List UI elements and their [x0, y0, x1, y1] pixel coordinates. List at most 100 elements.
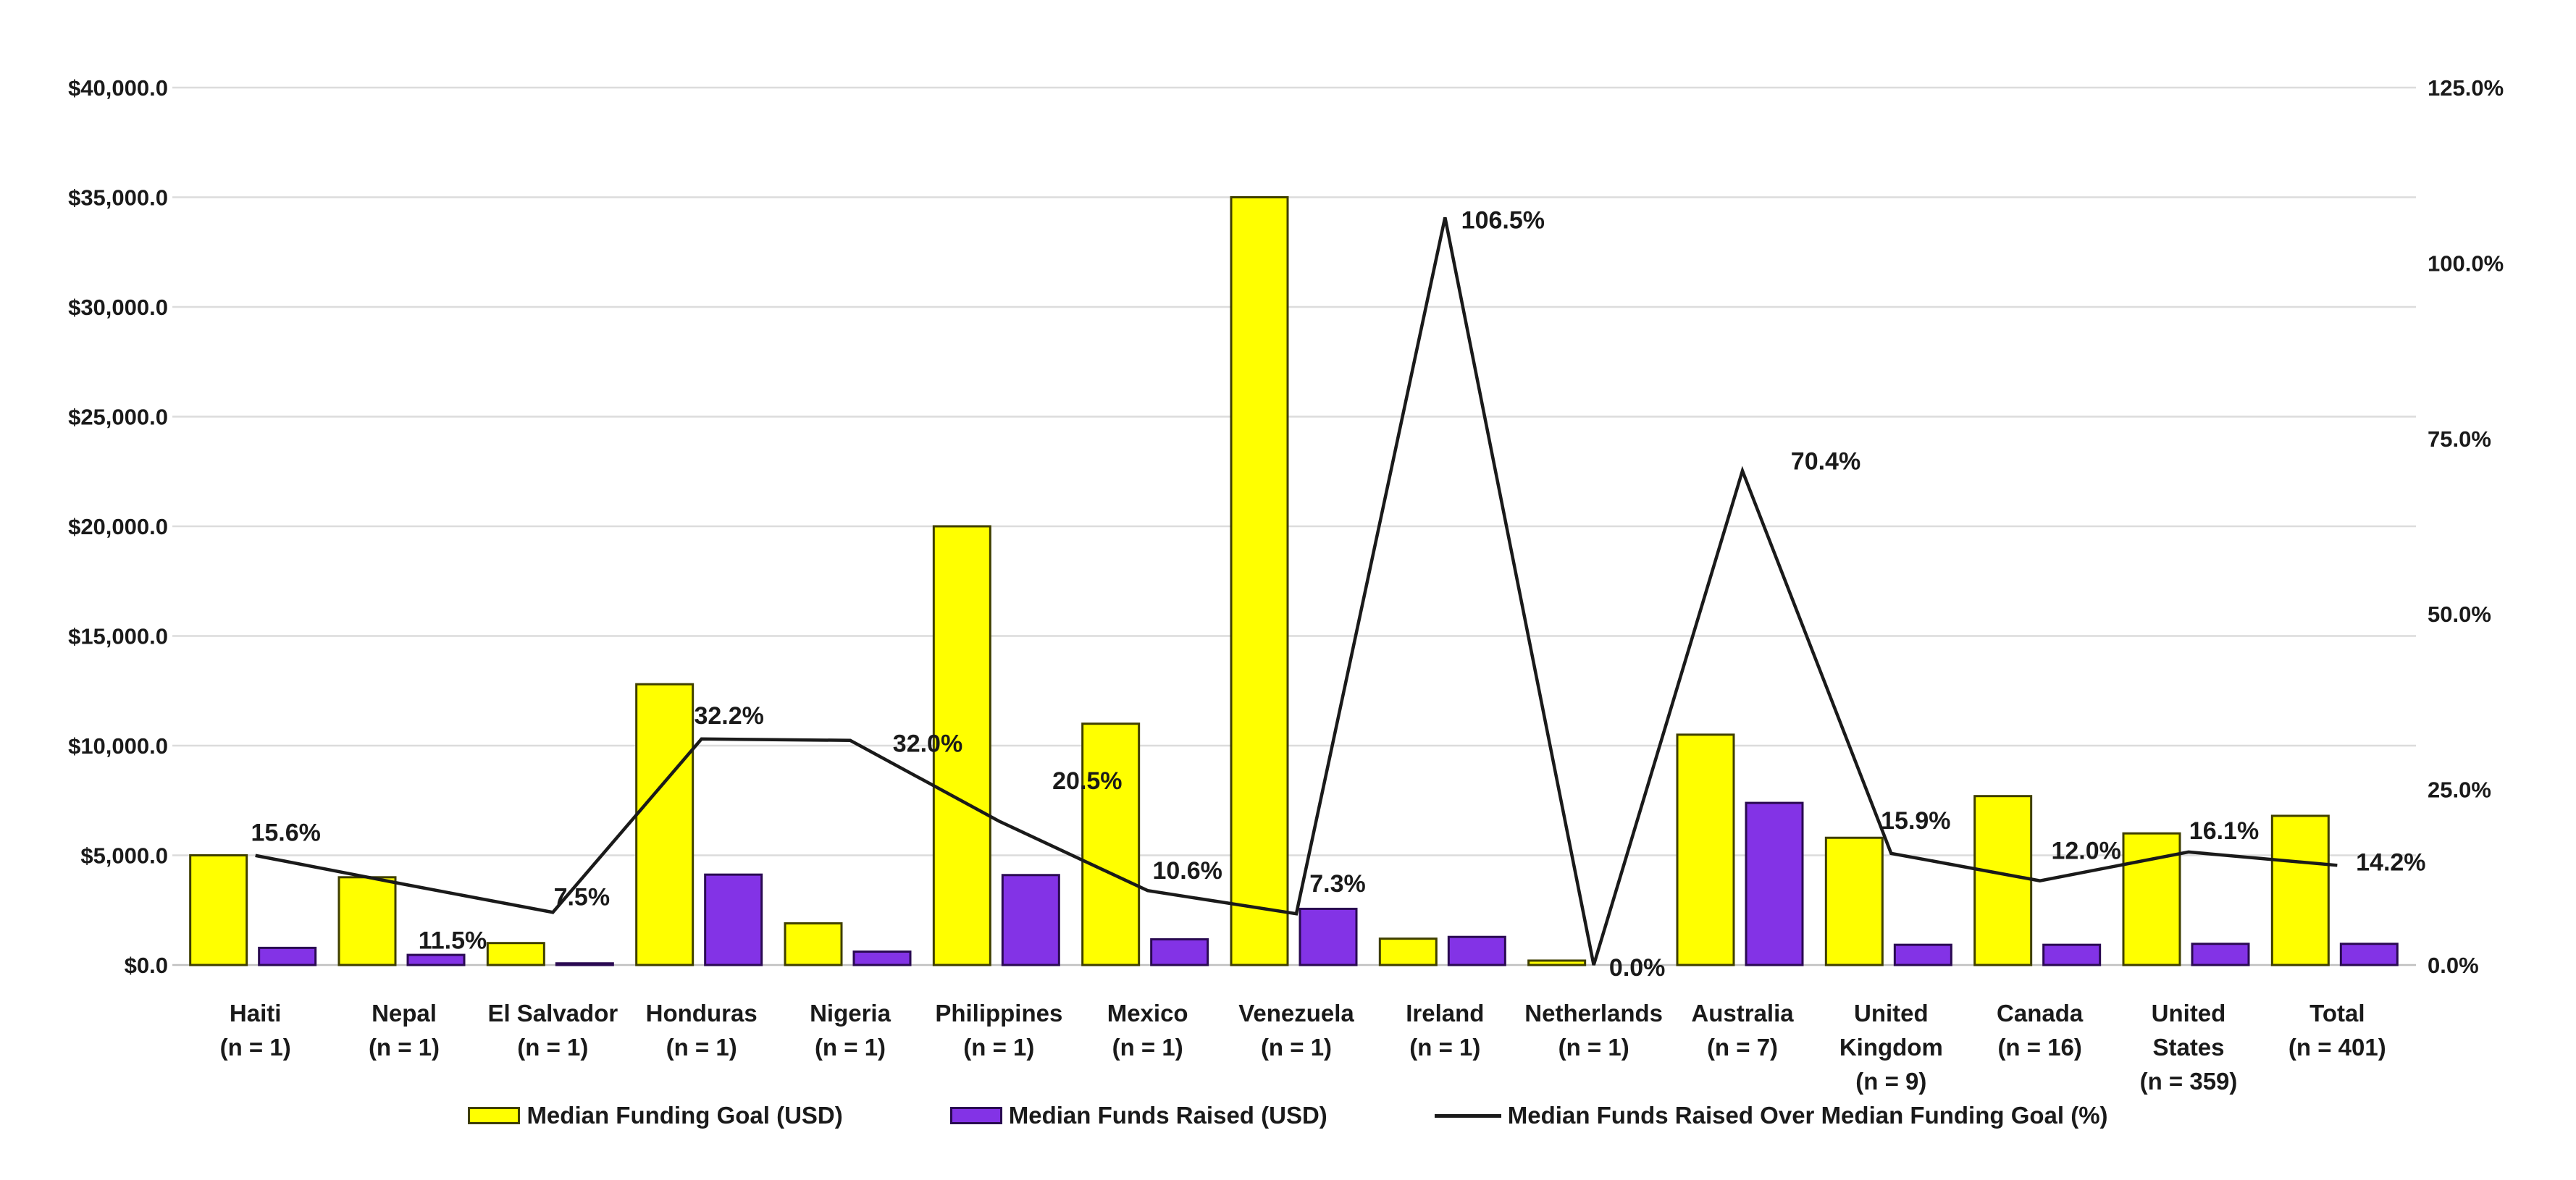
funding-goal-swatch-icon: [468, 1107, 521, 1124]
bar-funds-raised-mexico[interactable]: [1150, 938, 1209, 966]
pct-data-label: 12.0%: [2051, 838, 2120, 865]
category-label: Nepal: [372, 1000, 437, 1027]
category-label: United: [1854, 1000, 1929, 1027]
bar-funding-goal-australia[interactable]: [1676, 733, 1735, 966]
bar-funds-raised-el-salvador[interactable]: [555, 962, 614, 966]
category-label: Canada: [1997, 1000, 2084, 1027]
category-label: (n = 1): [815, 1034, 886, 1061]
legend-item-funding-goal[interactable]: Median Funding Goal (USD): [468, 1102, 843, 1129]
pct-data-label: 10.6%: [1152, 857, 1222, 885]
bar-funds-raised-canada[interactable]: [2042, 943, 2102, 966]
category-label: Haiti: [230, 1000, 282, 1027]
right-axis-tick: 0.0%: [2428, 953, 2479, 978]
category-label: (n = 1): [666, 1034, 737, 1061]
pct-data-label: 16.1%: [2189, 817, 2259, 845]
bar-funds-raised-united-states[interactable]: [2191, 943, 2250, 966]
bar-funding-goal-philippines[interactable]: [932, 525, 991, 966]
category-label: States: [2152, 1034, 2224, 1061]
category-label: (n = 1): [1558, 1034, 1629, 1061]
bar-funds-raised-philippines[interactable]: [1001, 874, 1060, 966]
category-label: Mexico: [1107, 1000, 1188, 1027]
category-label: Honduras: [646, 1000, 758, 1027]
right-axis-tick: 25.0%: [2428, 777, 2491, 803]
pct-data-label: 106.5%: [1461, 206, 1545, 234]
bar-funding-goal-ireland[interactable]: [1378, 937, 1438, 966]
category-label: Nigeria: [810, 1000, 891, 1027]
category-label: (n = 9): [1855, 1068, 1926, 1095]
category-label: Ireland: [1406, 1000, 1484, 1027]
bar-funding-goal-venezuela[interactable]: [1230, 196, 1289, 966]
bar-funds-raised-ireland[interactable]: [1447, 935, 1506, 966]
left-axis-tick: $0.0: [125, 953, 168, 978]
left-axis-tick: $40,000.0: [68, 75, 168, 101]
legend-item-funds-raised[interactable]: Median Funds Raised (USD): [949, 1102, 1327, 1129]
category-label: (n = 1): [963, 1034, 1034, 1061]
pct-data-label: 20.5%: [1052, 767, 1122, 795]
bar-funding-goal-el-salvador[interactable]: [486, 942, 545, 966]
category-label: (n = 1): [220, 1034, 291, 1061]
left-axis-tick: $20,000.0: [68, 514, 168, 539]
left-axis-tick: $35,000.0: [68, 185, 168, 211]
pct-data-label: 11.5%: [419, 927, 487, 954]
left-axis-tick: $5,000.0: [80, 843, 168, 869]
bar-funding-goal-nigeria[interactable]: [784, 922, 843, 966]
legend-label-pct-line: Median Funds Raised Over Median Funding …: [1507, 1102, 2108, 1129]
bar-funds-raised-venezuela[interactable]: [1299, 907, 1358, 966]
bar-funds-raised-honduras[interactable]: [704, 873, 763, 966]
bar-funds-raised-haiti[interactable]: [258, 946, 317, 966]
left-axis-tick: $25,000.0: [68, 405, 168, 430]
category-label: Total: [2309, 1000, 2365, 1027]
category-label: El Salvador: [487, 1000, 618, 1027]
category-label: (n = 1): [369, 1034, 440, 1061]
bar-funding-goal-mexico[interactable]: [1081, 722, 1141, 966]
bar-funding-goal-united-kingdom[interactable]: [1824, 836, 1884, 966]
legend-label-funding-goal: Median Funding Goal (USD): [526, 1102, 843, 1129]
category-label: (n = 7): [1707, 1034, 1778, 1061]
bar-funds-raised-united-kingdom[interactable]: [1893, 943, 1952, 966]
pct-data-label: 15.9%: [1881, 807, 1950, 835]
bar-funding-goal-canada[interactable]: [1973, 795, 2033, 966]
bar-funds-raised-nepal[interactable]: [406, 953, 466, 966]
bar-funds-raised-nigeria[interactable]: [852, 951, 912, 966]
pct-data-label: 32.0%: [893, 730, 962, 758]
category-label: (n = 1): [1409, 1034, 1480, 1061]
bar-funding-goal-nepal[interactable]: [337, 876, 397, 966]
right-axis-tick: 50.0%: [2428, 602, 2491, 627]
left-axis-tick: $10,000.0: [68, 733, 168, 759]
category-label: Australia: [1691, 1000, 1794, 1027]
category-label: Kingdom: [1839, 1034, 1943, 1061]
bar-funds-raised-total[interactable]: [2339, 943, 2399, 966]
bar-funding-goal-total[interactable]: [2270, 814, 2330, 966]
category-label: (n = 16): [1997, 1034, 2081, 1061]
bar-funding-goal-united-states[interactable]: [2122, 832, 2181, 966]
right-axis-tick: 100.0%: [2428, 250, 2504, 276]
category-label: Venezuela: [1238, 1000, 1354, 1027]
pct-data-label: 15.6%: [251, 819, 320, 847]
chart-legend: Median Funding Goal (USD) Median Funds R…: [0, 1102, 2576, 1129]
left-axis-tick: $15,000.0: [68, 624, 168, 649]
pct-data-label: 0.0%: [1609, 954, 1666, 982]
pct-line-series[interactable]: [255, 216, 2338, 966]
pct-data-label: 14.2%: [2356, 848, 2425, 876]
legend-item-pct-line[interactable]: Median Funds Raised Over Median Funding …: [1434, 1102, 2108, 1129]
left-axis-tick: $30,000.0: [68, 295, 168, 320]
bar-funding-goal-haiti[interactable]: [189, 854, 248, 966]
pct-data-label: 7.5%: [554, 883, 611, 911]
funds-raised-swatch-icon: [949, 1107, 1002, 1124]
pct-data-label: 7.3%: [1309, 870, 1366, 898]
bar-funding-goal-netherlands[interactable]: [1527, 959, 1587, 966]
legend-label-funds-raised: Median Funds Raised (USD): [1008, 1102, 1327, 1129]
bar-funding-goal-honduras[interactable]: [635, 683, 695, 966]
bar-funds-raised-australia[interactable]: [1745, 801, 1804, 966]
category-label: (n = 1): [1112, 1034, 1183, 1061]
pct-data-label: 70.4%: [1791, 447, 1860, 475]
category-label: Netherlands: [1524, 1000, 1663, 1027]
category-label: Philippines: [935, 1000, 1062, 1027]
pct-line-swatch-icon: [1434, 1113, 1501, 1118]
category-label: (n = 1): [517, 1034, 588, 1061]
category-label: United: [2152, 1000, 2226, 1027]
right-axis-tick: 75.0%: [2428, 426, 2491, 452]
pct-data-label: 32.2%: [694, 702, 763, 730]
